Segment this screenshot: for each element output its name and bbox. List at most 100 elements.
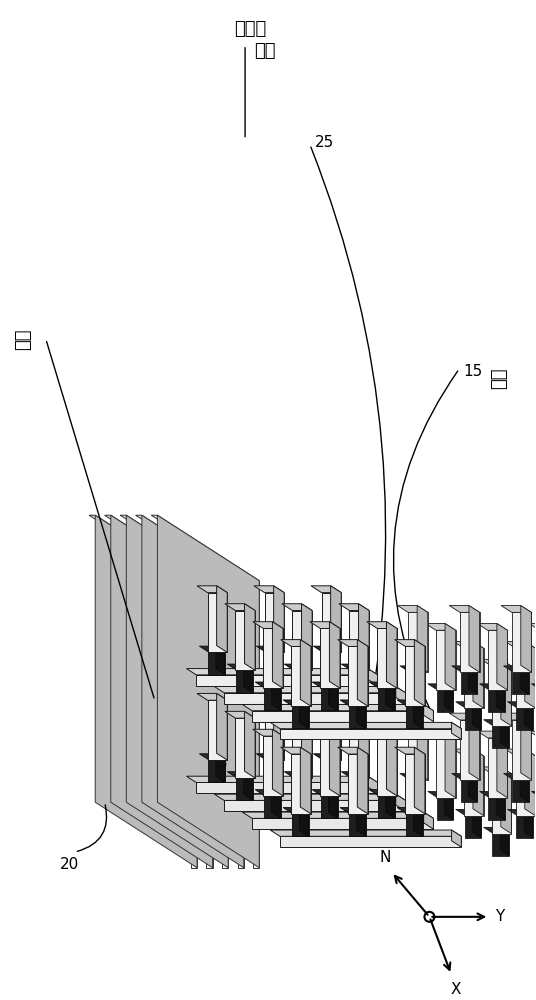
Polygon shape (265, 652, 282, 675)
Polygon shape (428, 684, 453, 690)
Polygon shape (386, 729, 397, 796)
Text: 单元: 单元 (254, 42, 276, 60)
Polygon shape (270, 722, 461, 729)
Polygon shape (531, 791, 536, 797)
Polygon shape (280, 836, 461, 847)
Polygon shape (386, 622, 397, 688)
Polygon shape (209, 652, 225, 675)
Polygon shape (449, 606, 480, 612)
Polygon shape (120, 515, 228, 581)
Polygon shape (496, 684, 505, 712)
Polygon shape (531, 684, 536, 690)
Polygon shape (469, 606, 480, 672)
Polygon shape (452, 773, 477, 779)
Polygon shape (414, 808, 422, 836)
Polygon shape (255, 682, 281, 688)
Polygon shape (322, 760, 339, 782)
Polygon shape (329, 790, 338, 818)
Text: 位线: 位线 (14, 328, 32, 350)
Polygon shape (465, 707, 481, 730)
Polygon shape (501, 767, 511, 834)
Polygon shape (460, 720, 480, 780)
Polygon shape (465, 815, 481, 838)
Polygon shape (263, 628, 283, 688)
Polygon shape (282, 604, 312, 611)
Polygon shape (497, 623, 508, 690)
Polygon shape (281, 747, 311, 754)
Polygon shape (225, 711, 255, 718)
Polygon shape (512, 612, 531, 672)
Polygon shape (252, 711, 434, 722)
Polygon shape (436, 738, 456, 798)
Polygon shape (451, 830, 461, 847)
Polygon shape (283, 700, 309, 706)
Polygon shape (254, 586, 284, 593)
Polygon shape (350, 777, 367, 800)
Polygon shape (197, 586, 227, 593)
Polygon shape (256, 754, 282, 760)
Polygon shape (445, 731, 456, 798)
Polygon shape (512, 720, 531, 780)
Polygon shape (417, 713, 428, 780)
Polygon shape (505, 641, 535, 648)
Polygon shape (321, 795, 338, 818)
Polygon shape (358, 640, 368, 706)
Polygon shape (292, 813, 309, 836)
Polygon shape (529, 731, 536, 738)
Polygon shape (378, 795, 394, 818)
Polygon shape (367, 729, 397, 736)
Polygon shape (224, 800, 406, 811)
Polygon shape (426, 731, 456, 738)
Polygon shape (473, 641, 483, 708)
Polygon shape (508, 809, 533, 815)
Polygon shape (503, 773, 529, 779)
Polygon shape (358, 747, 368, 814)
Polygon shape (244, 711, 255, 778)
Polygon shape (187, 669, 378, 675)
Polygon shape (488, 738, 508, 798)
Polygon shape (368, 776, 378, 793)
Polygon shape (331, 586, 341, 652)
Polygon shape (423, 812, 434, 829)
Polygon shape (456, 809, 481, 815)
Polygon shape (196, 782, 378, 793)
Polygon shape (521, 606, 531, 672)
Polygon shape (406, 813, 422, 836)
Polygon shape (199, 646, 225, 652)
Polygon shape (505, 749, 535, 756)
Polygon shape (329, 682, 338, 710)
Polygon shape (400, 773, 426, 779)
Polygon shape (311, 693, 341, 700)
Polygon shape (340, 700, 366, 706)
Polygon shape (349, 611, 369, 670)
Polygon shape (349, 813, 366, 836)
Polygon shape (136, 515, 244, 581)
Polygon shape (314, 754, 339, 760)
Polygon shape (265, 700, 284, 760)
Polygon shape (284, 772, 310, 777)
Polygon shape (472, 702, 481, 730)
Polygon shape (214, 687, 406, 693)
Polygon shape (321, 736, 340, 796)
Polygon shape (300, 808, 309, 836)
Polygon shape (473, 749, 483, 816)
Polygon shape (500, 827, 509, 856)
Polygon shape (293, 611, 312, 670)
Polygon shape (339, 604, 369, 611)
Polygon shape (284, 664, 310, 670)
Polygon shape (453, 749, 483, 756)
Polygon shape (468, 773, 477, 802)
Polygon shape (330, 646, 339, 675)
Polygon shape (321, 628, 340, 688)
Polygon shape (252, 818, 434, 829)
Polygon shape (300, 747, 311, 814)
Polygon shape (227, 664, 253, 670)
Polygon shape (377, 736, 397, 796)
Text: 10: 10 (264, 815, 284, 830)
Polygon shape (350, 670, 367, 693)
Polygon shape (480, 684, 505, 690)
Polygon shape (481, 659, 511, 666)
Polygon shape (520, 666, 529, 694)
Polygon shape (525, 641, 535, 708)
Polygon shape (496, 791, 505, 820)
